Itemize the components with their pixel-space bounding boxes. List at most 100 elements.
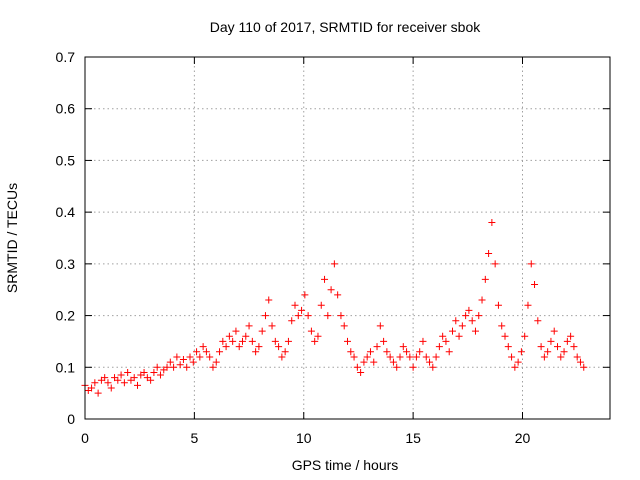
data-point [527,260,535,268]
data-point [275,343,283,351]
data-point [193,348,201,356]
data-point [393,363,401,371]
data-point [327,286,335,294]
data-point [202,348,210,356]
data-point [301,291,309,299]
data-point [498,322,506,330]
data-point [481,275,489,283]
chart-title: Day 110 of 2017, SRMTID for receiver sbo… [210,19,482,35]
data-point [232,327,240,335]
y-tick-labels: 0 0.1 0.2 0.3 0.4 0.5 0.6 0.7 [56,49,76,427]
data-point [409,363,417,371]
data-point [150,368,158,376]
data-point [107,384,115,392]
data-point [416,348,424,356]
data-point [511,363,519,371]
data-point [544,348,552,356]
y-tick-label: 0.7 [56,49,76,65]
x-tick-label: 20 [515,430,531,446]
data-point [163,363,171,371]
data-point [114,376,122,384]
data-point [314,332,322,340]
data-point [580,363,588,371]
data-point [471,327,479,335]
data-point [554,343,561,351]
data-point [366,348,374,356]
data-point [550,327,558,335]
grid [85,57,610,419]
data-point [383,348,391,356]
data-point [478,296,486,304]
data-point [357,368,365,376]
data-point [573,353,581,361]
data-point [268,322,276,330]
data-point [156,371,164,379]
data-point [212,358,220,366]
data-point [449,327,456,335]
data-point [183,363,191,371]
data-point [370,358,378,366]
data-point [271,337,279,345]
data-point [557,353,565,361]
x-tick-label: 15 [405,430,421,446]
data-point [455,332,463,340]
x-tick-label: 5 [190,430,198,446]
y-tick-label: 0.6 [56,101,76,117]
y-tick-label: 0.1 [56,359,76,375]
data-point [284,337,292,345]
data-point [468,317,476,325]
data-point [206,353,214,361]
y-tick-label: 0 [67,411,75,427]
data-point [422,353,430,361]
y-tick-label: 0.5 [56,152,76,168]
data-point [531,281,539,289]
data-point [344,337,351,345]
data-point [380,337,388,345]
data-point [494,301,502,309]
data-point [225,332,233,340]
data-point [386,353,394,361]
data-point [373,343,381,351]
data-point [130,374,138,382]
data-point [403,348,411,356]
data-point [488,218,496,226]
data-point [521,332,529,340]
data-points [81,218,588,397]
data-point [412,353,420,361]
data-point [91,379,99,387]
data-point [360,358,368,366]
data-point [570,343,578,351]
data-point [124,368,132,376]
data-point [242,332,250,340]
data-point [248,337,256,345]
data-point [475,312,483,320]
data-point [245,322,253,330]
data-point [179,356,187,364]
data-point [465,306,473,314]
data-point [376,322,384,330]
data-point [235,343,243,351]
data-point [458,322,466,330]
data-point [337,312,345,320]
axis-ticks [84,56,610,420]
data-point [170,363,178,371]
y-tick-label: 0.3 [56,256,76,272]
data-point [501,332,509,340]
data-point [452,317,460,325]
data-point [350,353,358,361]
data-point [294,312,302,320]
data-point [567,332,575,340]
x-tick-label: 0 [81,430,89,446]
data-point [432,353,440,361]
data-point [104,379,112,387]
data-point [491,260,499,268]
data-point [537,343,545,351]
data-point [353,363,361,371]
data-point [563,337,571,345]
data-point [117,371,125,379]
data-point [186,353,194,361]
data-point [534,317,542,325]
data-point [560,348,568,356]
y-axis-title: SRMTID / TECUs [4,183,20,293]
